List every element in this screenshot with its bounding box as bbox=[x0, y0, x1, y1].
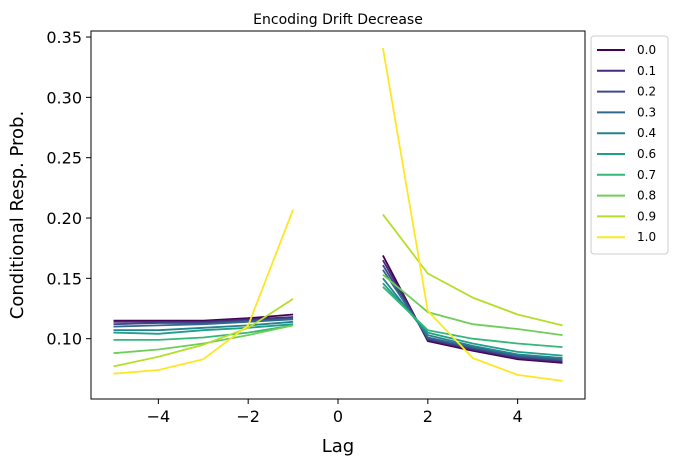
series-line-0.6-negative-lags bbox=[113, 323, 294, 335]
legend: 0.0 0.1 0.2 0.3 0.4 0.6 0.7 0.8 0.9 1.0 bbox=[590, 35, 669, 255]
x-tick-label: 0 bbox=[333, 407, 343, 426]
y-axis-label: Conditional Resp. Prob. bbox=[7, 111, 28, 319]
series-line-0.0-negative-lags bbox=[113, 313, 294, 322]
legend-label: 0.2 bbox=[637, 85, 656, 99]
legend-label: 0.6 bbox=[637, 147, 656, 161]
legend-label: 0.1 bbox=[637, 64, 656, 78]
legend-label: 0.9 bbox=[637, 209, 656, 223]
x-axis: −4 −2 0 2 4 bbox=[147, 399, 523, 426]
plot-area bbox=[113, 47, 563, 382]
legend-box bbox=[590, 35, 669, 255]
legend-label: 0.4 bbox=[637, 126, 656, 140]
legend-label: 1.0 bbox=[637, 230, 656, 244]
x-tick-label: 4 bbox=[513, 407, 523, 426]
series-line-0.3-negative-lags bbox=[113, 318, 294, 328]
x-axis-label: Lag bbox=[322, 436, 354, 457]
y-tick-label: 0.25 bbox=[46, 149, 82, 168]
x-tick-label: −4 bbox=[147, 407, 171, 426]
series-line-0.7-negative-lags bbox=[113, 324, 294, 341]
series-line-0.8-positive-lags bbox=[382, 274, 563, 336]
series-line-1.0-negative-lags bbox=[113, 209, 294, 375]
x-tick-label: 2 bbox=[423, 407, 433, 426]
series-line-1.0-positive-lags bbox=[382, 47, 563, 382]
legend-label: 0.8 bbox=[637, 189, 656, 203]
x-tick-label: −2 bbox=[236, 407, 260, 426]
series-line-0.9-negative-lags bbox=[113, 298, 294, 368]
y-tick-label: 0.30 bbox=[46, 88, 82, 107]
y-tick-label: 0.35 bbox=[46, 28, 82, 47]
y-tick-label: 0.10 bbox=[46, 330, 82, 349]
series-line-0.2-negative-lags bbox=[113, 317, 294, 326]
legend-label: 0.0 bbox=[637, 43, 656, 57]
y-axis: 0.10 0.15 0.20 0.25 0.30 0.35 bbox=[46, 28, 91, 349]
series-line-0.9-positive-lags bbox=[382, 213, 563, 327]
series-line-0.4-negative-lags bbox=[113, 320, 294, 332]
legend-label: 0.3 bbox=[637, 105, 656, 119]
y-tick-label: 0.15 bbox=[46, 269, 82, 288]
legend-label: 0.7 bbox=[637, 168, 656, 182]
series-line-0.8-negative-lags bbox=[113, 324, 294, 355]
series-line-0.7-positive-lags bbox=[382, 286, 563, 348]
y-tick-label: 0.20 bbox=[46, 209, 82, 228]
chart-title: Encoding Drift Decrease bbox=[253, 12, 423, 28]
